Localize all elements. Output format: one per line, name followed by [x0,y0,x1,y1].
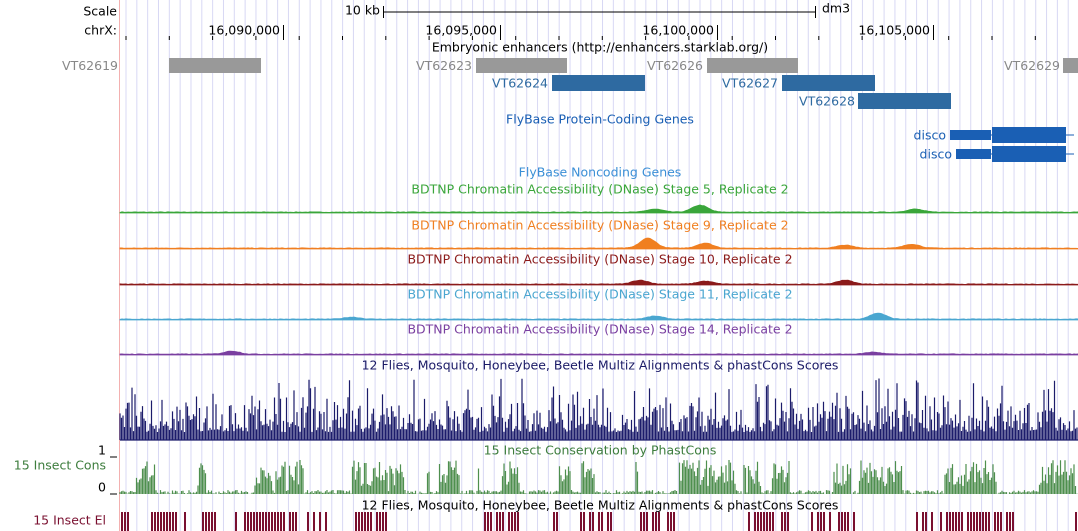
signal [119,279,1078,286]
gene-label[interactable]: disco [920,147,952,162]
enhancer[interactable] [476,58,567,73]
enhancer[interactable] [552,75,645,91]
signal [119,350,1078,356]
track-title: Embryonic enhancers (http://enhancers.st… [432,40,768,55]
assembly: dm3 [822,1,850,16]
position-label: 16,090,000 [208,23,280,38]
track-title: FlyBase Noncoding Genes [519,165,682,180]
signal [119,460,1078,494]
signal [119,378,1078,441]
gene-utr [956,149,991,159]
position-label: 16,095,000 [425,23,497,38]
gene-utr [950,130,991,140]
track-title: BDTNP Chromatin Accessibility (DNase) St… [407,252,792,267]
chrom-label: chrX: [84,23,117,38]
position-label: 16,105,000 [858,23,930,38]
enhancer[interactable] [858,93,951,109]
enhancer-label: VT62629 [1004,58,1060,73]
track-title: 12 Flies, Mosquito, Honeybee, Beetle Mul… [362,498,839,513]
track-title: BDTNP Chromatin Accessibility (DNase) St… [411,182,788,197]
track-label: 15 Insect El [33,513,106,528]
enhancer-label: VT62624 [492,76,548,91]
signal [119,237,1078,250]
enhancer[interactable] [782,75,875,91]
scale-bar-label: 10 kb [345,3,380,18]
scale-label: Scale [83,4,117,19]
enhancer[interactable] [707,58,798,73]
track-title: 12 Flies, Mosquito, Honeybee, Beetle Mul… [362,358,839,373]
enhancer[interactable] [1063,58,1078,73]
enhancer-label: VT62623 [416,58,472,73]
gene-cds [992,127,1066,143]
track-label: 15 Insect Cons [14,458,106,473]
gene-label[interactable]: disco [914,128,946,143]
track-title: 15 Insect Conservation by PhastCons [484,443,717,458]
signal [119,204,1078,214]
gene-cds [992,146,1066,162]
enhancer-label: VT62627 [722,76,778,91]
track-title: BDTNP Chromatin Accessibility (DNase) St… [411,218,788,233]
track-title: FlyBase Protein-Coding Genes [506,112,694,127]
track-title: BDTNP Chromatin Accessibility (DNase) St… [407,287,792,302]
axis-label: 1 [98,443,106,458]
signal [119,312,1078,321]
enhancer[interactable] [169,58,261,73]
axis-label: 0 [98,480,106,495]
position-label: 16,100,000 [642,23,714,38]
signal [121,512,1077,531]
enhancer-label: VT62619 [62,58,118,73]
enhancer-label: VT62628 [799,94,855,109]
enhancer-label: VT62626 [647,58,703,73]
track-title: BDTNP Chromatin Accessibility (DNase) St… [407,322,792,337]
